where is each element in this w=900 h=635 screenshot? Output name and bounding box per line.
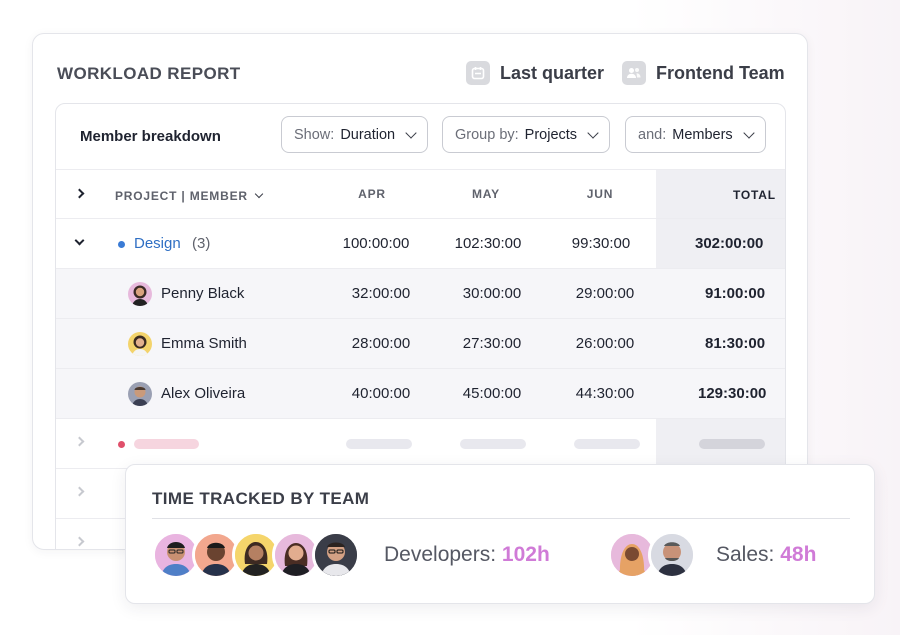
- project-color-dot: [118, 441, 125, 448]
- placeholder-row: [56, 419, 785, 469]
- project-member-count: (3): [192, 235, 211, 252]
- avatar: [608, 531, 656, 579]
- calendar-icon: [466, 61, 490, 85]
- sales-label: Sales:: [716, 543, 775, 566]
- member-name: Alex Oliveira: [161, 385, 246, 402]
- table-row[interactable]: Penny Black 32:00:00 30:00:00 29:00:00 9…: [56, 269, 785, 319]
- avatar: [128, 282, 152, 306]
- total-header: TOTAL: [733, 188, 776, 202]
- team-icon: [622, 61, 646, 85]
- avatar: [128, 382, 152, 406]
- show-dropdown-value: Duration: [340, 126, 396, 143]
- skeleton-bar: [460, 439, 526, 449]
- group-by-dropdown-key: Group by:: [455, 126, 519, 143]
- may-header: MAY: [472, 187, 500, 201]
- time-tracked-title: TIME TRACKED BY TEAM: [152, 489, 370, 508]
- period-filter-label: Last quarter: [500, 62, 605, 83]
- may-value: 27:30:00: [462, 335, 522, 352]
- developers-summary: Developers: 102h: [384, 543, 550, 567]
- apr-value: 40:00:00: [351, 385, 411, 402]
- member-name: Emma Smith: [161, 335, 247, 352]
- apr-value: 32:00:00: [351, 285, 411, 302]
- divider: [152, 518, 850, 519]
- group-by-dropdown-value: Projects: [524, 126, 578, 143]
- and-dropdown[interactable]: and: Members: [625, 116, 766, 153]
- chevron-down-icon: [254, 189, 264, 199]
- developers-hours: 102h: [501, 543, 550, 566]
- team-filter[interactable]: Frontend Team: [622, 61, 785, 85]
- group-by-dropdown[interactable]: Group by: Projects: [442, 116, 611, 153]
- table-row[interactable]: Design (3) 100:00:00 102:30:00 99:30:00 …: [56, 219, 785, 269]
- jun-value: 26:00:00: [575, 335, 635, 352]
- chevron-right-icon: [74, 188, 85, 199]
- project-member-header[interactable]: PROJECT | MEMBER: [115, 189, 264, 203]
- may-value: 102:30:00: [454, 235, 522, 252]
- total-value: 91:00:00: [705, 285, 766, 302]
- member-breakdown-label: Member breakdown: [80, 128, 221, 145]
- total-value: 302:00:00: [695, 235, 764, 252]
- skeleton-bar: [346, 439, 412, 449]
- sales-summary: Sales: 48h: [716, 543, 816, 567]
- project-member-header-label: PROJECT | MEMBER: [115, 189, 248, 203]
- total-value: 81:30:00: [705, 335, 766, 352]
- report-title: WORKLOAD REPORT: [57, 64, 241, 83]
- jun-value: 99:30:00: [571, 235, 631, 252]
- may-value: 30:00:00: [462, 285, 522, 302]
- chevron-down-icon: [587, 126, 599, 139]
- sales-hours: 48h: [780, 543, 817, 566]
- avatar: [128, 332, 152, 356]
- and-dropdown-value: Members: [672, 126, 733, 143]
- skeleton-bar: [134, 439, 199, 449]
- member-name: Penny Black: [161, 285, 245, 302]
- developers-label: Developers:: [384, 543, 497, 566]
- time-tracked-card: TIME TRACKED BY TEAM Developers: 102h Sa…: [125, 464, 875, 604]
- show-dropdown[interactable]: Show: Duration: [281, 116, 429, 153]
- chevron-down-icon: [74, 235, 85, 246]
- chevron-down-icon: [743, 126, 755, 139]
- apr-value: 28:00:00: [351, 335, 411, 352]
- table-row[interactable]: Alex Oliveira 40:00:00 45:00:00 44:30:00…: [56, 369, 785, 419]
- may-value: 45:00:00: [462, 385, 522, 402]
- chevron-right-icon: [74, 536, 85, 547]
- avatar: [648, 531, 696, 579]
- jun-header: JUN: [586, 187, 614, 201]
- skeleton-bar: [574, 439, 640, 449]
- skeleton-bar: [699, 439, 765, 449]
- table-row[interactable]: Emma Smith 28:00:00 27:30:00 26:00:00 81…: [56, 319, 785, 369]
- apr-value: 100:00:00: [342, 235, 410, 252]
- project-name[interactable]: Design: [134, 235, 181, 252]
- show-dropdown-key: Show:: [294, 126, 335, 143]
- project-color-dot: [118, 241, 125, 248]
- table-header-row: PROJECT | MEMBER APR MAY JUN TOTAL: [56, 169, 785, 219]
- chevron-right-icon: [74, 436, 85, 447]
- apr-header: APR: [358, 187, 386, 201]
- chevron-down-icon: [405, 126, 417, 139]
- team-filter-label: Frontend Team: [656, 62, 785, 83]
- expand-all-button[interactable]: [74, 188, 85, 199]
- period-filter[interactable]: Last quarter: [466, 61, 604, 85]
- collapse-group-button[interactable]: [74, 235, 85, 246]
- jun-value: 44:30:00: [575, 385, 635, 402]
- and-dropdown-key: and:: [638, 126, 667, 143]
- total-value: 129:30:00: [698, 385, 767, 402]
- avatar: [312, 531, 360, 579]
- chevron-right-icon: [74, 486, 85, 497]
- jun-value: 29:00:00: [575, 285, 635, 302]
